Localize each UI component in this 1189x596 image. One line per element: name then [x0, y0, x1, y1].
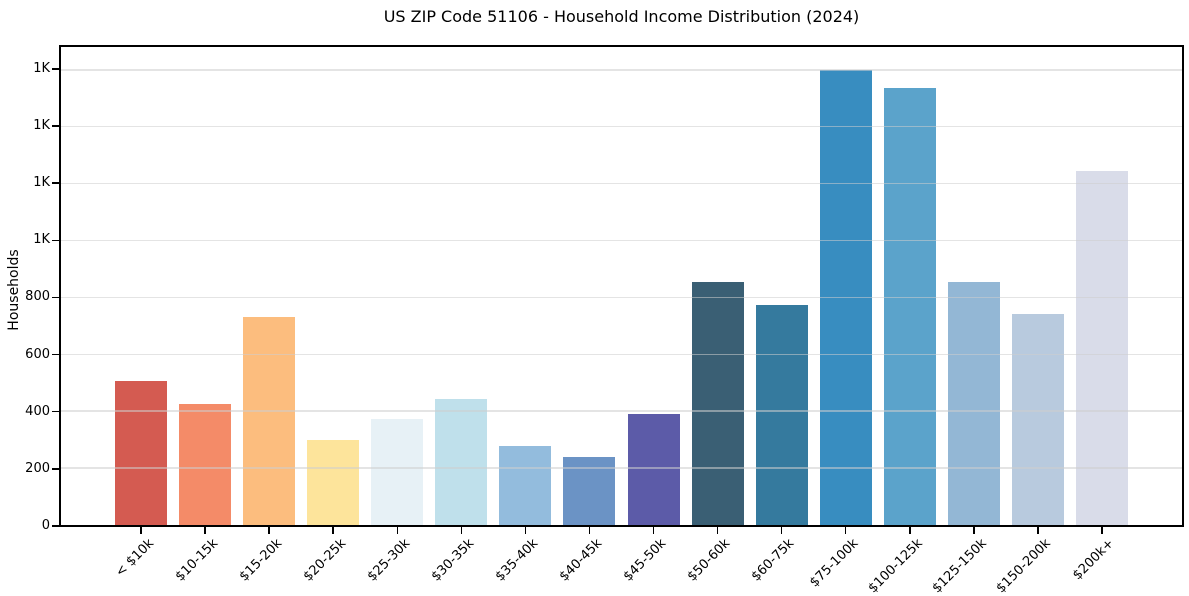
chart-bar [307, 439, 360, 525]
chart-bar [563, 456, 616, 525]
x-tick-mark [973, 527, 975, 534]
gridline [61, 182, 1182, 185]
x-tick-mark [780, 527, 783, 534]
x-tick-label: $10-15k [172, 536, 221, 585]
chart-bar [435, 398, 488, 525]
gridline [61, 69, 1182, 71]
x-tick-mark [524, 527, 527, 534]
y-tick-mark [52, 296, 59, 299]
x-tick-mark [1101, 527, 1103, 534]
plot-area [59, 45, 1184, 527]
x-tick-label: $15-20k [236, 536, 285, 585]
x-tick-mark [396, 527, 399, 534]
y-tick-label: 800 [25, 289, 50, 305]
x-tick-label: $60-75k [748, 536, 798, 585]
y-tick-label: 600 [25, 346, 50, 362]
y-tick-label: 0 [41, 518, 50, 533]
gridline [61, 125, 1182, 128]
chart-title: US ZIP Code 51106 - Household Income Dis… [383, 7, 860, 26]
chart-bar [1011, 314, 1064, 525]
x-tick-label: $35-40k [492, 536, 542, 585]
y-tick-mark [52, 468, 59, 470]
x-tick-mark [332, 527, 334, 534]
x-tick-mark [588, 527, 591, 534]
y-tick-label: 1K [33, 232, 50, 248]
chart-bar [947, 282, 1000, 525]
y-tick-mark [52, 125, 59, 127]
x-tick-mark [268, 527, 270, 534]
x-tick-label: $75-100k [806, 536, 862, 591]
chart-bar [819, 69, 872, 525]
x-tick-mark [140, 527, 142, 534]
gridline [61, 296, 1182, 299]
x-tick-label: $45-50k [620, 536, 670, 585]
y-tick-mark [52, 182, 59, 184]
y-tick-label: 1K [33, 118, 50, 133]
y-tick-mark [52, 68, 59, 70]
y-tick-label: 1K [33, 60, 50, 76]
chart-bar [179, 404, 232, 525]
x-tick-label: $20-25k [300, 536, 349, 585]
x-tick-label: $40-45k [556, 536, 606, 585]
x-tick-label: $25-30k [364, 536, 413, 585]
y-tick-mark [52, 353, 59, 356]
chart-bar [115, 381, 168, 525]
chart-bar [371, 419, 424, 525]
x-tick-mark [652, 527, 655, 534]
chart-bar [627, 413, 680, 525]
x-tick-label: $100-125k [865, 536, 926, 596]
y-tick-label: 1K [33, 175, 50, 191]
gridline [61, 239, 1182, 242]
chart-bar [691, 281, 744, 525]
x-tick-label: $150-200k [993, 536, 1054, 596]
y-tick-mark [52, 239, 59, 242]
chart-bar [1075, 171, 1128, 525]
chart-bar [883, 87, 936, 525]
x-tick-label: $125-150k [929, 536, 990, 596]
x-tick-mark [716, 527, 719, 534]
y-tick-label: 200 [25, 460, 50, 476]
x-tick-label: $50-60k [684, 536, 734, 585]
y-tick-label: 400 [25, 403, 50, 419]
x-tick-label: $30-35k [428, 536, 477, 585]
x-tick-mark [1037, 527, 1039, 534]
x-tick-label: < $10k [112, 536, 157, 581]
chart-bar [499, 446, 552, 525]
x-tick-mark [844, 527, 847, 534]
x-tick-mark [460, 527, 463, 534]
x-tick-label: $200k+ [1070, 536, 1118, 584]
y-tick-mark [52, 410, 59, 413]
chart-bar [243, 317, 296, 525]
chart-bar [755, 304, 808, 525]
x-tick-mark [909, 527, 911, 534]
x-tick-mark [204, 527, 206, 534]
y-tick-mark [52, 525, 59, 527]
